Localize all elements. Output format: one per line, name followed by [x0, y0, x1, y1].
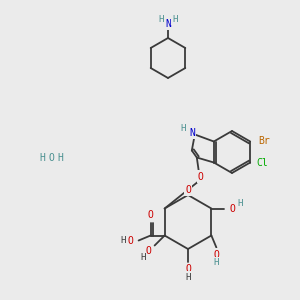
Text: H: H: [238, 199, 243, 208]
Text: O: O: [146, 247, 152, 256]
Text: O: O: [230, 203, 235, 214]
Text: N: N: [165, 19, 171, 29]
Text: H: H: [120, 236, 125, 245]
Text: Br: Br: [258, 136, 270, 146]
Text: H: H: [57, 153, 63, 163]
Text: Cl: Cl: [256, 158, 268, 169]
Text: H: H: [180, 124, 185, 133]
Text: O: O: [48, 153, 54, 163]
Text: H: H: [185, 272, 191, 281]
Text: O: O: [128, 236, 134, 245]
Text: O: O: [185, 264, 191, 274]
Text: H: H: [39, 153, 45, 163]
Text: N: N: [189, 128, 195, 137]
Text: H: H: [158, 14, 164, 23]
Text: H: H: [214, 258, 219, 267]
Text: O: O: [213, 250, 219, 260]
Text: O: O: [148, 211, 154, 220]
Text: H: H: [172, 14, 178, 23]
Text: O: O: [198, 172, 204, 182]
Text: O: O: [185, 185, 191, 195]
Text: H: H: [140, 253, 145, 262]
